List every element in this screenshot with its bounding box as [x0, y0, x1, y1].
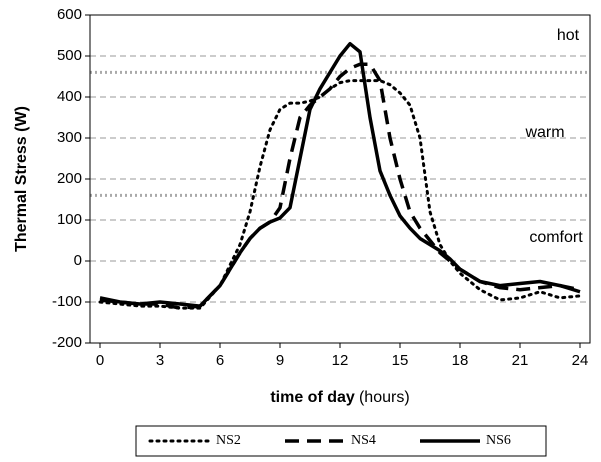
- plot-frame: [89, 14, 591, 344]
- y-tick-label: 400: [57, 88, 82, 105]
- x-tick-label: 6: [216, 352, 224, 369]
- x-tick-label: 0: [96, 352, 104, 369]
- y-tick-label: 0: [74, 252, 82, 269]
- annotation: comfort: [529, 229, 583, 246]
- y-tick-label: 200: [57, 170, 82, 187]
- legend-label: NS4: [351, 433, 376, 448]
- x-tick-label: 18: [452, 352, 469, 369]
- x-tick-label: 15: [392, 352, 409, 369]
- x-tick-label: 21: [512, 352, 529, 369]
- series-line: [99, 41, 581, 308]
- y-tick-label: 500: [57, 47, 82, 64]
- x-tick-label: 24: [572, 352, 589, 369]
- y-axis-title: Thermal Stress (W): [13, 106, 30, 252]
- annotation: hot: [557, 27, 580, 44]
- y-tick-label: 600: [57, 6, 82, 23]
- annotation: warm: [524, 124, 564, 141]
- y-tick-label: -200: [52, 334, 82, 351]
- x-tick-label: 12: [332, 352, 349, 369]
- y-tick-label: -100: [52, 293, 82, 310]
- series-line: [99, 62, 581, 310]
- x-axis-title: time of day (hours): [270, 389, 409, 406]
- legend-label: NS2: [216, 433, 241, 448]
- series-line: [98, 79, 582, 310]
- y-tick-label: 300: [57, 129, 82, 146]
- x-tick-label: 3: [156, 352, 164, 369]
- y-tick-label: 100: [57, 211, 82, 228]
- x-tick-label: 9: [276, 352, 284, 369]
- legend-box: [135, 425, 547, 457]
- legend: NS2 NS4 NS6: [148, 433, 511, 448]
- x-axis-title-unit: (hours): [359, 389, 410, 406]
- legend-label: NS6: [486, 433, 511, 448]
- x-axis-title-main: time of day: [270, 389, 355, 406]
